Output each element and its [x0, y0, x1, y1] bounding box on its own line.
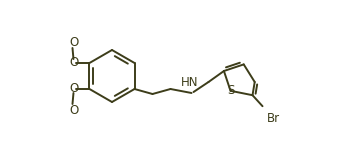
Text: O: O [70, 103, 79, 117]
Text: S: S [227, 84, 234, 97]
Text: O: O [70, 36, 79, 49]
Text: Br: Br [266, 112, 279, 125]
Text: HN: HN [181, 76, 198, 89]
Text: O: O [70, 56, 79, 70]
Text: O: O [70, 83, 79, 95]
